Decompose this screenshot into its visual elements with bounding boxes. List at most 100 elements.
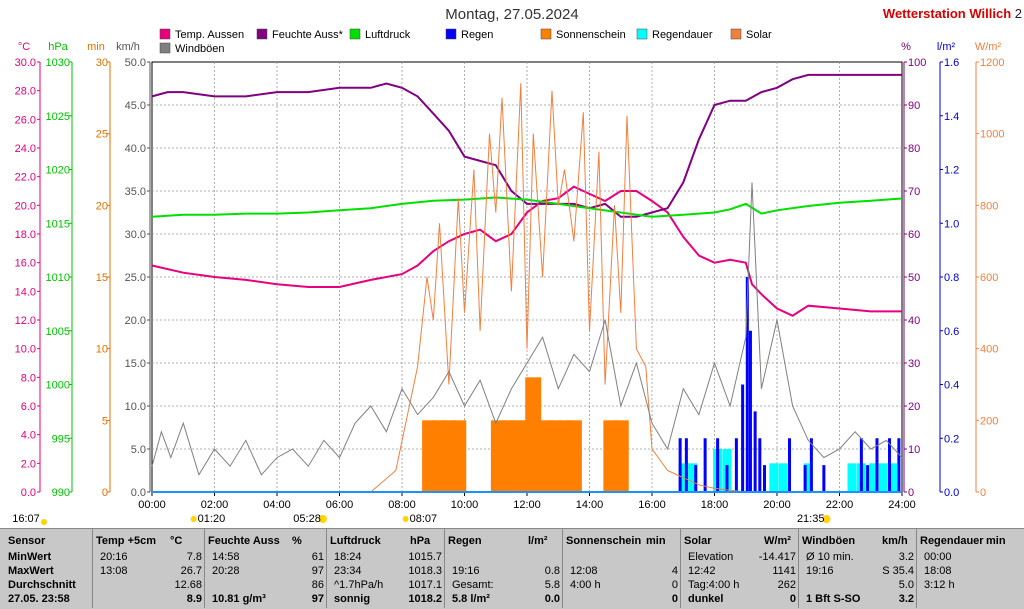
table-cell-value: 1018.2: [408, 593, 442, 605]
tick-label-pressure: 1000: [46, 380, 70, 392]
tick-label-sun: 20: [96, 200, 108, 212]
twilight-marker: [402, 516, 409, 522]
legend-swatch: [540, 28, 552, 40]
table-cell-value: 0: [789, 593, 796, 605]
table-cell-time: 19:16: [452, 565, 480, 577]
bar-regen: [745, 277, 749, 492]
table-cell-time: 19:16: [806, 565, 834, 577]
tick-label-wind: 30.0: [125, 229, 146, 241]
bar-regen: [684, 438, 688, 492]
tick-label-humidity: 100: [908, 57, 926, 69]
table-header-cell: Luftdruck: [330, 535, 381, 547]
table-cell-time: 13:08: [100, 565, 128, 577]
table-cell-time: 12:42: [688, 565, 716, 577]
time-left-marker: [41, 519, 47, 525]
tick-label-wind: 40.0: [125, 143, 146, 155]
table-header-unit: °C: [170, 535, 183, 547]
table-cell-time: 10.81 g/m³: [212, 593, 266, 605]
bar-regen: [888, 438, 891, 492]
bar-regen: [703, 438, 707, 492]
summary-table: [0, 528, 1024, 609]
table-cell-value: 4: [671, 565, 678, 577]
bar-regen: [859, 438, 863, 492]
table-header-cell: Solar: [684, 535, 712, 547]
tick-label-temp: 12.0: [15, 315, 36, 327]
tick-label-temp: 18.0: [15, 229, 36, 241]
table-cell-time: 23:34: [334, 565, 362, 577]
axis-unit-temp: °C: [18, 41, 30, 53]
table-cell-value: 1017.1: [408, 579, 442, 591]
bar-regen: [758, 438, 762, 492]
table-cell-time: sonnig: [334, 593, 371, 605]
table-cell-value: 0.8: [544, 565, 560, 577]
tick-label-wind: 10.0: [125, 401, 146, 413]
axis-unit-humidity: %: [901, 41, 911, 53]
table-row-label: Durchschnitt: [8, 579, 76, 591]
legend-swatch: [636, 28, 648, 40]
tick-label-wind: 20.0: [125, 315, 146, 327]
table-header-row: Sensor Temp +5cm °C Feuchte Auss% Luftdruck h…: [0, 533, 1024, 549]
legend-label: Luftdruck: [365, 29, 411, 41]
bar-regen: [741, 384, 745, 492]
tick-label-pressure: 1030: [46, 57, 70, 69]
time-left-label: 16:07: [12, 513, 40, 525]
tick-label-temp: 2.0: [21, 458, 36, 470]
tick-label-temp: 4.0: [21, 430, 36, 442]
legend-swatch: [159, 42, 171, 54]
tick-label-temp: 10.0: [15, 344, 36, 356]
tick-label-temp: 8.0: [21, 372, 36, 384]
time-tick-label: 16:00: [638, 499, 666, 511]
bar-sonnenschein: [450, 420, 467, 492]
table-column-divider: [916, 528, 917, 608]
tick-label-rain: 1.2: [944, 165, 959, 177]
bar-regen: [897, 438, 901, 492]
time-tick-label: 24:00: [888, 499, 916, 511]
table-column-divider: [92, 528, 93, 608]
bar-regen: [734, 438, 738, 492]
legend-label: Regen: [461, 29, 493, 41]
table-cell-value: 1141: [772, 565, 796, 577]
axis-unit-pressure: hPa: [48, 41, 68, 53]
table-cell-time: 20:28: [212, 565, 240, 577]
tick-label-solar: 0: [980, 487, 986, 499]
table-cell-value: 1015.7: [408, 551, 442, 563]
time-tick-label: 18:00: [701, 499, 729, 511]
bar-regen: [678, 438, 682, 492]
tick-label-temp: 20.0: [15, 200, 36, 212]
bar-regendauer: [803, 463, 813, 492]
table-header-cell: Windböen: [802, 535, 856, 547]
table-cell-value: 0: [671, 579, 678, 591]
sunrise-label: 05:28: [293, 513, 321, 525]
time-tick-label: 10:00: [451, 499, 479, 511]
table-cell-value: 262: [777, 579, 796, 591]
tick-label-pressure: 1015: [46, 218, 70, 230]
table-header-unit: min: [986, 535, 1006, 547]
time-tick-label: 04:00: [263, 499, 291, 511]
legend-swatch: [730, 28, 742, 40]
bar-regendauer: [769, 463, 779, 492]
table-row: 27.05. 23:58 8.9 10.81 g/m³ 97 sonnig 1018.2 5…: [0, 591, 1024, 607]
table-cell-value: S 35.4: [882, 565, 914, 577]
table-cell-time: Elevation: [688, 551, 734, 563]
table-cell-time: 20:16: [100, 551, 128, 563]
tick-label-sun: 25: [96, 129, 108, 141]
tick-label-humidity: 50: [908, 272, 920, 284]
moon-label: 01:20: [198, 513, 226, 525]
tick-label-sun: 0: [102, 487, 108, 499]
tick-label-temp: 30.0: [15, 57, 36, 69]
table-column-divider: [562, 528, 563, 608]
table-cell-value: 12.68: [174, 579, 202, 591]
bar-regen: [875, 438, 879, 492]
tick-label-wind: 45.0: [125, 100, 146, 112]
table-cell-value: 26.7: [180, 565, 202, 577]
tick-label-temp: 22.0: [15, 172, 36, 184]
tick-label-rain: 0.2: [944, 433, 959, 445]
axis-unit-sun: min: [87, 41, 105, 53]
chart-title: Montag, 27.05.2024: [445, 6, 579, 23]
moon-marker: [190, 516, 197, 522]
table-row-label: MinWert: [8, 551, 52, 563]
sunset-label: 21:35: [797, 513, 825, 525]
tick-label-humidity: 40: [908, 315, 920, 327]
table-cell-value: 0.0: [544, 593, 560, 605]
tick-label-solar: 600: [980, 272, 998, 284]
